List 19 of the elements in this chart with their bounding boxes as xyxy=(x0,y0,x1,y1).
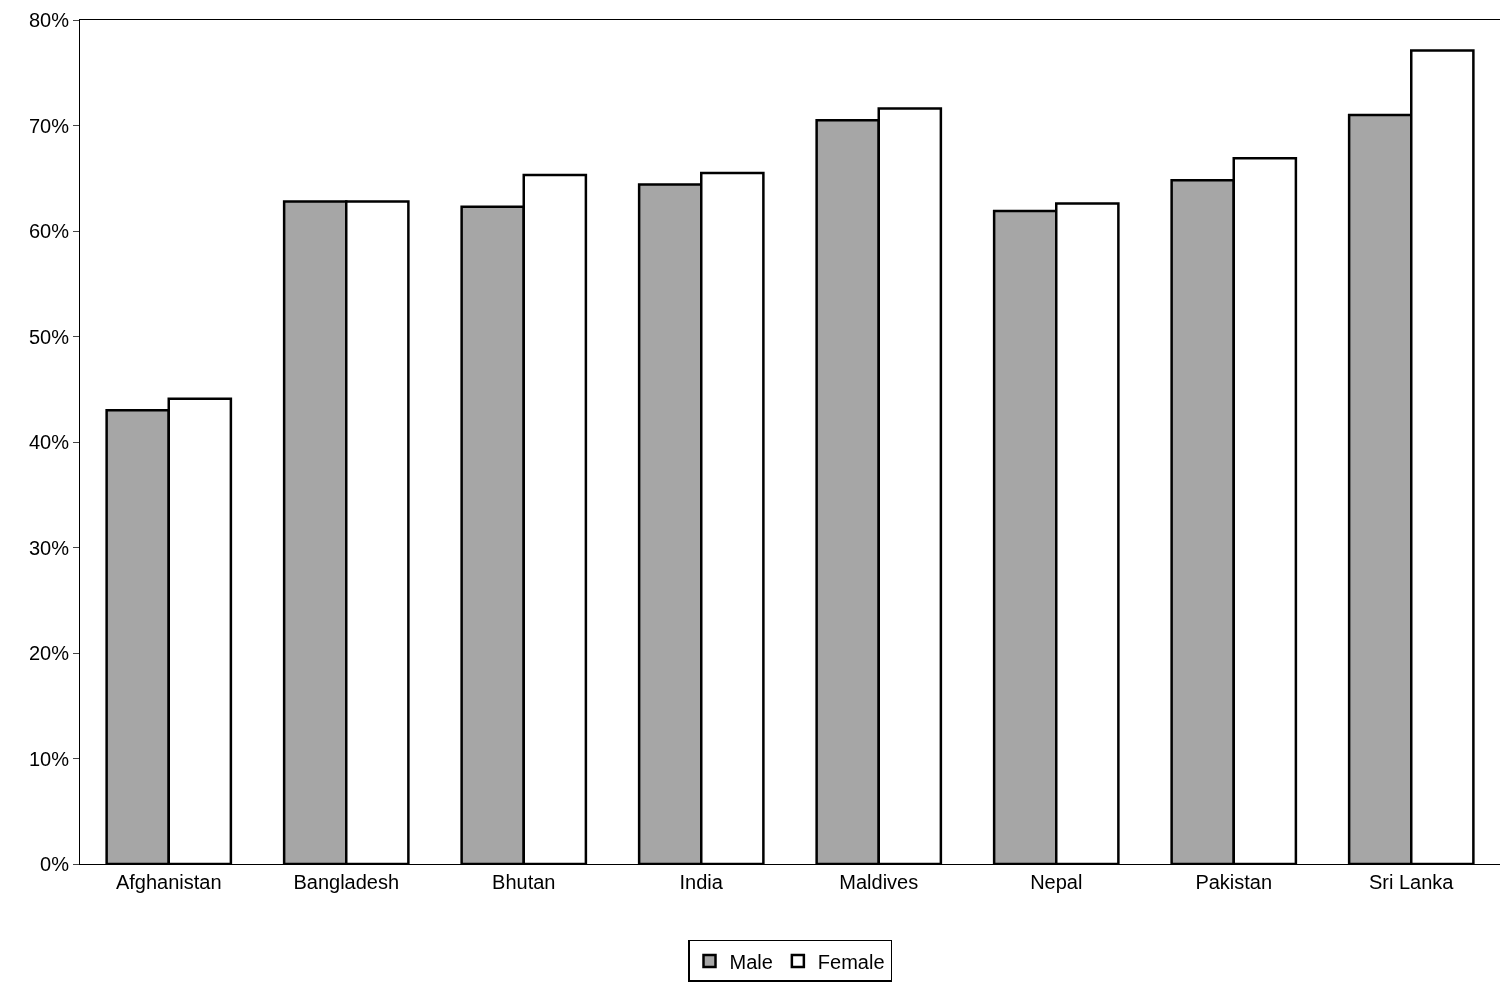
x-tick-label: Bhutan xyxy=(492,871,556,893)
y-tick-label: 10% xyxy=(28,747,70,770)
x-tick-label: India xyxy=(679,871,724,893)
y-tick-label: 30% xyxy=(28,536,70,559)
x-tick-label: Pakistan xyxy=(1195,871,1273,893)
legend-label: Male xyxy=(729,950,773,973)
y-tick-label: 20% xyxy=(28,642,70,664)
y-tick-label: 80% xyxy=(28,9,70,31)
y-tick-label: 50% xyxy=(28,325,70,348)
y-tick-label: 70% xyxy=(28,114,70,137)
x-tick-label: Afghanistan xyxy=(115,871,222,893)
y-tick-label: 60% xyxy=(28,220,70,242)
y-tick-label: 40% xyxy=(28,431,70,453)
y-tick-label: 0% xyxy=(40,853,70,875)
x-tick-label: Sri Lanka xyxy=(1369,871,1455,893)
x-tick-label: Bangladesh xyxy=(293,871,400,893)
x-tick-label: Maldives xyxy=(839,871,919,893)
legend-label: Female xyxy=(817,950,885,973)
x-tick-label: Nepal xyxy=(1030,871,1083,893)
